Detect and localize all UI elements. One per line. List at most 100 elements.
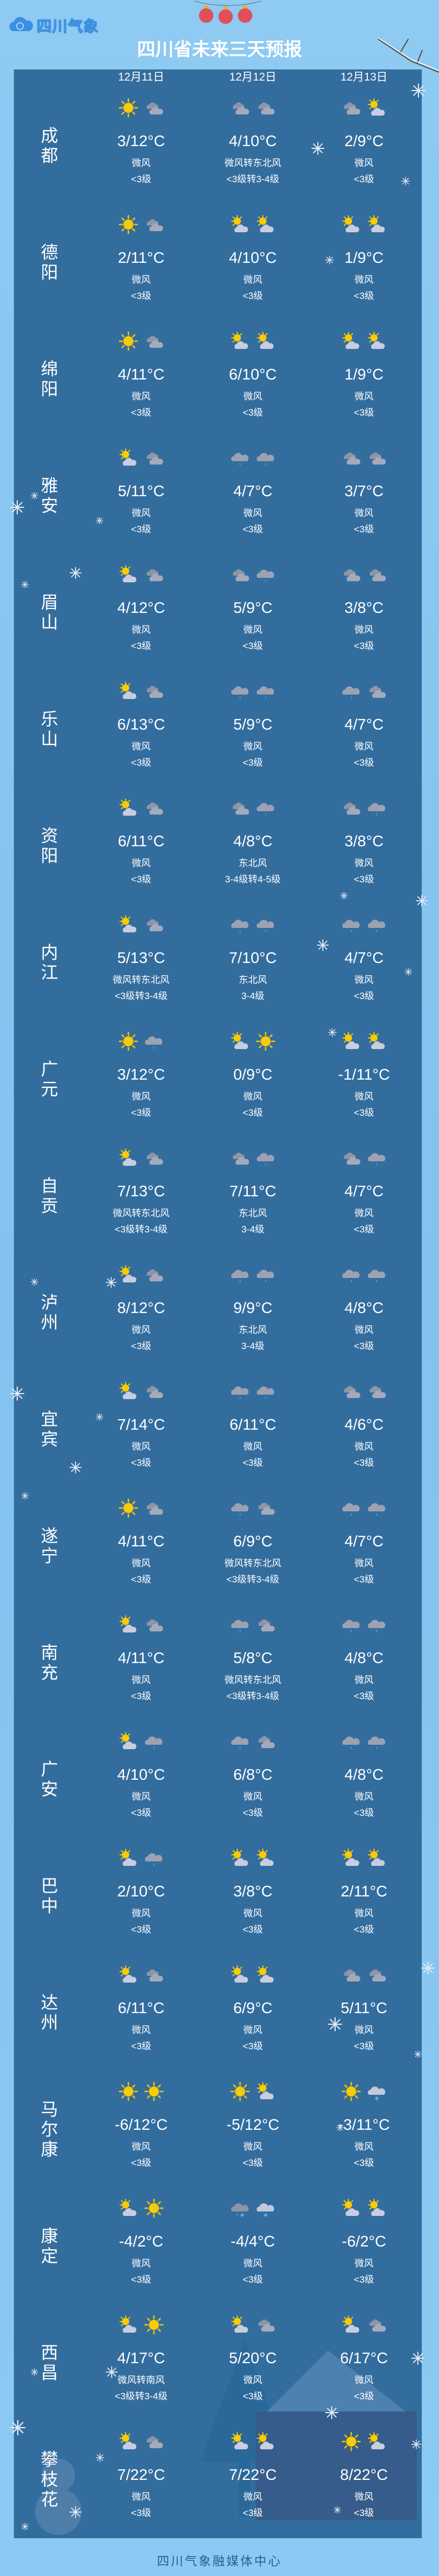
weather-icons <box>197 98 308 120</box>
logo-text: 四川气象 <box>37 18 99 35</box>
forecast-cell: -3/11°C 微风 <3级 <box>308 2076 420 2169</box>
date-header: 12月12日 <box>229 71 277 83</box>
weather-icons <box>197 448 308 470</box>
forecast-cell: 7/13°C 微风转东北风 <3级转3-4级 <box>86 1142 197 1235</box>
cloudy-icon <box>367 2315 387 2335</box>
wind-direction: 微风 <box>243 391 262 402</box>
wind-direction: 微风 <box>355 2141 373 2152</box>
snowflake-icon <box>414 2050 422 2058</box>
forecast-cell: 5/9°C 微风 <3级 <box>197 676 308 768</box>
temperature: 6/9°C <box>233 1999 273 2016</box>
city-row: 达州 6/11°C 微风 <3级 6/9°C 微风 <3级 5/11°C 微风 <3级 <box>0 1959 439 2076</box>
snowflake-icon <box>10 2420 26 2435</box>
light-rain-icon <box>367 798 387 818</box>
temperature: 4/10°C <box>117 1766 165 1783</box>
partly-cloudy-icon <box>256 2432 276 2452</box>
wind-direction: 微风 <box>355 1791 373 1802</box>
temperature: -6/12°C <box>114 2116 168 2133</box>
city-name: 巴中 <box>41 1876 58 1916</box>
wind-level: <3级 <box>131 524 152 535</box>
weather-icons <box>197 2432 308 2454</box>
forecast-cell: 7/10°C 东北风 3-4级 <box>197 909 308 1002</box>
city-row: 资阳 6/11°C 微风 <3级 4/8°C 东北风 3-4级转4-5级 3/8°C 微风 <3级 <box>0 792 439 909</box>
light-rain-icon <box>341 1498 361 1518</box>
temperature: 2/10°C <box>117 1883 165 1900</box>
light-rain-icon <box>230 448 250 468</box>
cloudy-icon <box>256 1498 276 1518</box>
christmas-tree-decoration <box>200 2339 289 2462</box>
temperature: 6/17°C <box>340 2349 388 2367</box>
city-row: 眉山 4/12°C 微风 <3级 5/9°C 微风 <3级 3/8°C 微风 <3级 <box>0 559 439 676</box>
city-row: 攀枝花 7/22°C 微风 <3级 7/22°C 微风 <3级 8/22°C 微风 <3级 <box>0 2426 439 2543</box>
temperature: 7/22°C <box>229 2466 277 2483</box>
light-rain-icon <box>144 1031 164 1051</box>
wind-direction: 微风 <box>132 158 151 168</box>
forecast-cell: 7/22°C 微风 <3级 <box>86 2426 197 2519</box>
weather-icons <box>308 448 420 470</box>
wind-level: <3级 <box>353 991 375 1001</box>
weather-icons <box>197 1498 308 1520</box>
weather-icons <box>308 915 420 937</box>
wind-direction: 微风 <box>355 1558 373 1569</box>
wind-level: <3级转3-4级 <box>114 2391 168 2402</box>
partly-cloudy-icon <box>367 331 387 351</box>
sunny-icon <box>256 1031 276 1051</box>
wind-direction: 微风 <box>355 625 373 635</box>
light-rain-icon <box>256 798 276 818</box>
wind-level: <3级 <box>353 174 375 184</box>
city-row: 马尔康 -6/12°C 微风 <3级 -5/12°C 微风 <3级 -3/11°C 微风 <3级 <box>0 2076 439 2193</box>
weather-icons <box>308 214 420 237</box>
forecast-cell: 4/11°C 微风 <3级 <box>86 326 197 418</box>
light-rain-icon <box>341 1731 361 1751</box>
cloudy-icon <box>144 331 164 351</box>
wind-level: <3级 <box>353 2391 375 2402</box>
cloudy-icon <box>341 1965 361 1985</box>
snowy-branch-decoration <box>378 37 439 73</box>
wind-level: <3级 <box>353 1341 375 1351</box>
cloudy-icon <box>144 2432 164 2452</box>
temperature: 1/9°C <box>344 366 384 383</box>
weather-icons <box>86 565 197 587</box>
wind-level: <3级 <box>353 1924 375 1935</box>
cloudy-icon <box>144 1265 164 1285</box>
light-rain-icon <box>367 1265 387 1285</box>
wind-level: 3-4级 <box>241 1224 265 1235</box>
partly-cloudy-icon <box>230 2315 250 2335</box>
forecast-cell: 7/11°C 东北风 3-4级 <box>197 1142 308 1235</box>
house-decoration <box>256 2412 417 2520</box>
light-rain-icon <box>256 681 276 701</box>
cloudy-icon <box>256 1615 276 1635</box>
temperature: 7/14°C <box>117 1416 165 1433</box>
weather-icons <box>308 2432 420 2454</box>
temperature: 6/9°C <box>233 1532 273 1550</box>
snowflake-icon <box>96 517 103 525</box>
light-rain-icon <box>144 1848 164 1868</box>
wind-level: <3级转3-4级 <box>226 1691 280 1701</box>
wind-direction: 微风 <box>243 2025 262 2035</box>
forecast-cell: 6/11°C 微风 <3级 <box>86 1959 197 2052</box>
temperature: 4/17°C <box>117 2349 165 2367</box>
forecast-cell: 4/7°C 微风 <3级 <box>197 442 308 535</box>
forecast-cell: 1/9°C 微风 <3级 <box>308 209 420 302</box>
city-name: 成都 <box>41 126 58 166</box>
wind-level: <3级 <box>131 2041 152 2051</box>
wind-direction: 东北风 <box>238 1208 267 1219</box>
temperature: 4/8°C <box>344 1299 384 1316</box>
partly-cloudy-icon <box>256 1848 276 1868</box>
temperature: 3/12°C <box>117 132 165 149</box>
temperature: 4/8°C <box>233 832 273 850</box>
city-row: 绵阳 4/11°C 微风 <3级 6/10°C 微风 <3级 1/9°C 微风 <3级 <box>0 326 439 442</box>
snowflake-icon <box>421 1961 435 1975</box>
temperature: 6/11°C <box>118 1999 164 2016</box>
weather-icons <box>197 2081 308 2104</box>
sunny-icon <box>118 1498 138 1518</box>
cloudy-icon <box>144 681 164 701</box>
wind-level: <3级 <box>353 407 375 418</box>
weather-icons <box>86 2432 197 2454</box>
wind-level: <3级 <box>353 874 375 885</box>
snowflake-icon <box>69 2506 82 2518</box>
forecast-cell: 7/14°C 微风 <3级 <box>86 1376 197 1469</box>
snowflake-icon <box>10 500 24 515</box>
wind-direction: 微风 <box>132 1325 151 1335</box>
temperature: -4/2°C <box>119 2233 163 2250</box>
